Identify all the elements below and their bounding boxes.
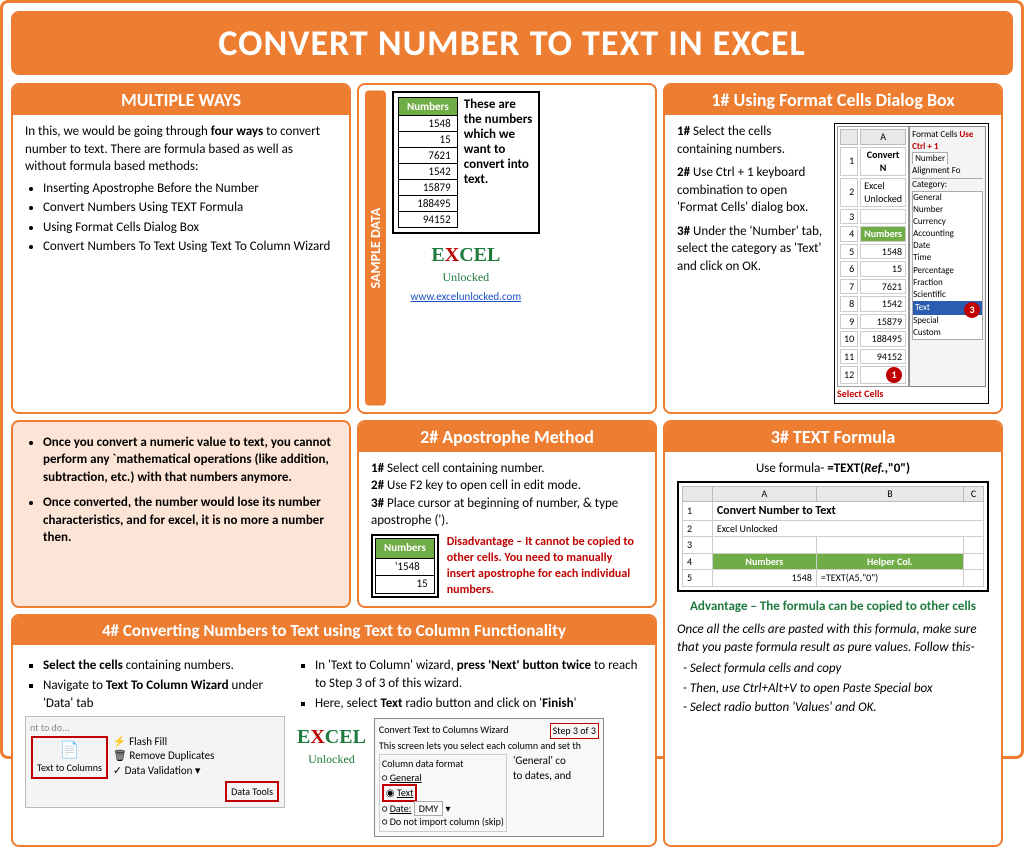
apostrophe-box: 2# Apostrophe Method 1# Select cell cont… (357, 420, 657, 609)
note-1: Once you convert a numeric value to text… (43, 434, 337, 487)
sample-table: Numbers 1548 15 7621 1542 15879 188495 9… (398, 97, 458, 228)
mw-item: Inserting Apostrophe Before the Number (43, 180, 337, 198)
mw-item: Convert Numbers To Text Using Text To Co… (43, 238, 337, 256)
formula-mock: ABC 1Convert Number to Text 2Excel Unloc… (677, 481, 989, 592)
ttc-left2: Navigate to Text To Column Wizard under … (43, 677, 285, 712)
sample-cell: 7621 (399, 148, 458, 164)
fc-s3a: 3# (677, 224, 690, 239)
intro-text-a: In this, we would be going through (25, 124, 211, 139)
tf-step: - Select radio button 'Values' and OK. (683, 699, 989, 717)
sample-cell: 1548 (399, 116, 458, 132)
multiple-ways-body: In this, we would be going through four … (13, 115, 349, 266)
website-link[interactable]: www.excelunlocked.com (392, 290, 540, 303)
fc-s3b: Under the 'Number' tab, select the categ… (677, 224, 822, 274)
sample-desc: These are the numbers which we want to c… (464, 97, 534, 228)
format-cells-mock: A 1Convert N 2Excel Unlocked 3 4Numbers … (834, 123, 989, 404)
tf-step: - Select formula cells and copy (683, 660, 989, 678)
grid: MULTIPLE WAYS In this, we would be going… (11, 83, 1013, 847)
sample-cell: 15 (399, 132, 458, 148)
sample-cell: 1542 (399, 164, 458, 180)
mw-item: Convert Numbers Using TEXT Formula (43, 199, 337, 217)
text-formula-note: Once all the cells are pasted with this … (677, 621, 989, 656)
text-formula-box: 3# TEXT Formula Use formula- =TEXT(Ref.,… (663, 420, 1003, 847)
logo: EXCEL Unlocked (392, 244, 540, 286)
fc-s1b: Select the cells containing numbers. (677, 124, 785, 157)
select-cells-label: Select Cells (837, 387, 986, 401)
note-2: Once converted, the number would lose it… (43, 494, 337, 547)
logo-2: EXCEL Unlocked (297, 724, 366, 837)
sample-cell: 94152 (399, 212, 458, 228)
text-to-column-header: 4# Converting Numbers to Text using Text… (13, 616, 655, 645)
text-to-column-box: 4# Converting Numbers to Text using Text… (11, 614, 657, 846)
ttc-left1: Select the cells containing numbers. (43, 657, 285, 675)
apostrophe-header: 2# Apostrophe Method (359, 422, 655, 452)
fc-s2b: Use Ctrl + 1 keyboard combination to ope… (677, 165, 808, 215)
ttc-right1: In 'Text to Column' wizard, press 'Next'… (315, 657, 643, 692)
mw-item: Using Format Cells Dialog Box (43, 219, 337, 237)
ttc-right2: Here, select Text radio button and click… (315, 695, 643, 713)
text-formula-advantage: Advantage – The formula can be copied to… (677, 598, 989, 616)
fc-s1a: 1# (677, 124, 690, 139)
ribbon-mock: nt to do... 📄 Text to Columns ⚡ Flash Fi… (25, 716, 285, 808)
sample-col-header: Numbers (399, 98, 458, 116)
format-cells-box: 1# Using Format Cells Dialog Box 1# Sele… (663, 83, 1003, 414)
apostrophe-disadvantage: Disadvantage – It cannot be copied to ot… (447, 534, 643, 599)
sample-cell: 15879 (399, 180, 458, 196)
sample-label: SAMPLE DATA (365, 91, 386, 406)
intro-text-b: four ways (211, 124, 263, 139)
sample-cell: 188495 (399, 196, 458, 212)
text-formula-header: 3# TEXT Formula (665, 422, 1001, 452)
multiple-ways-header: MULTIPLE WAYS (13, 85, 349, 115)
fc-s2a: 2# (677, 165, 690, 180)
page-title: CONVERT NUMBER TO TEXT IN EXCEL (11, 11, 1013, 75)
notes-box: Once you convert a numeric value to text… (11, 420, 351, 609)
sample-data-box: SAMPLE DATA Numbers 1548 15 7621 1542 15… (357, 83, 657, 414)
wizard-mock: Convert Text to Columns Wizard Step 3 of… (374, 718, 604, 837)
multiple-ways-box: MULTIPLE WAYS In this, we would be going… (11, 83, 351, 414)
format-cells-header: 1# Using Format Cells Dialog Box (665, 85, 1001, 115)
tf-step: - Then, use Ctrl+Alt+V to open Paste Spe… (683, 680, 989, 698)
